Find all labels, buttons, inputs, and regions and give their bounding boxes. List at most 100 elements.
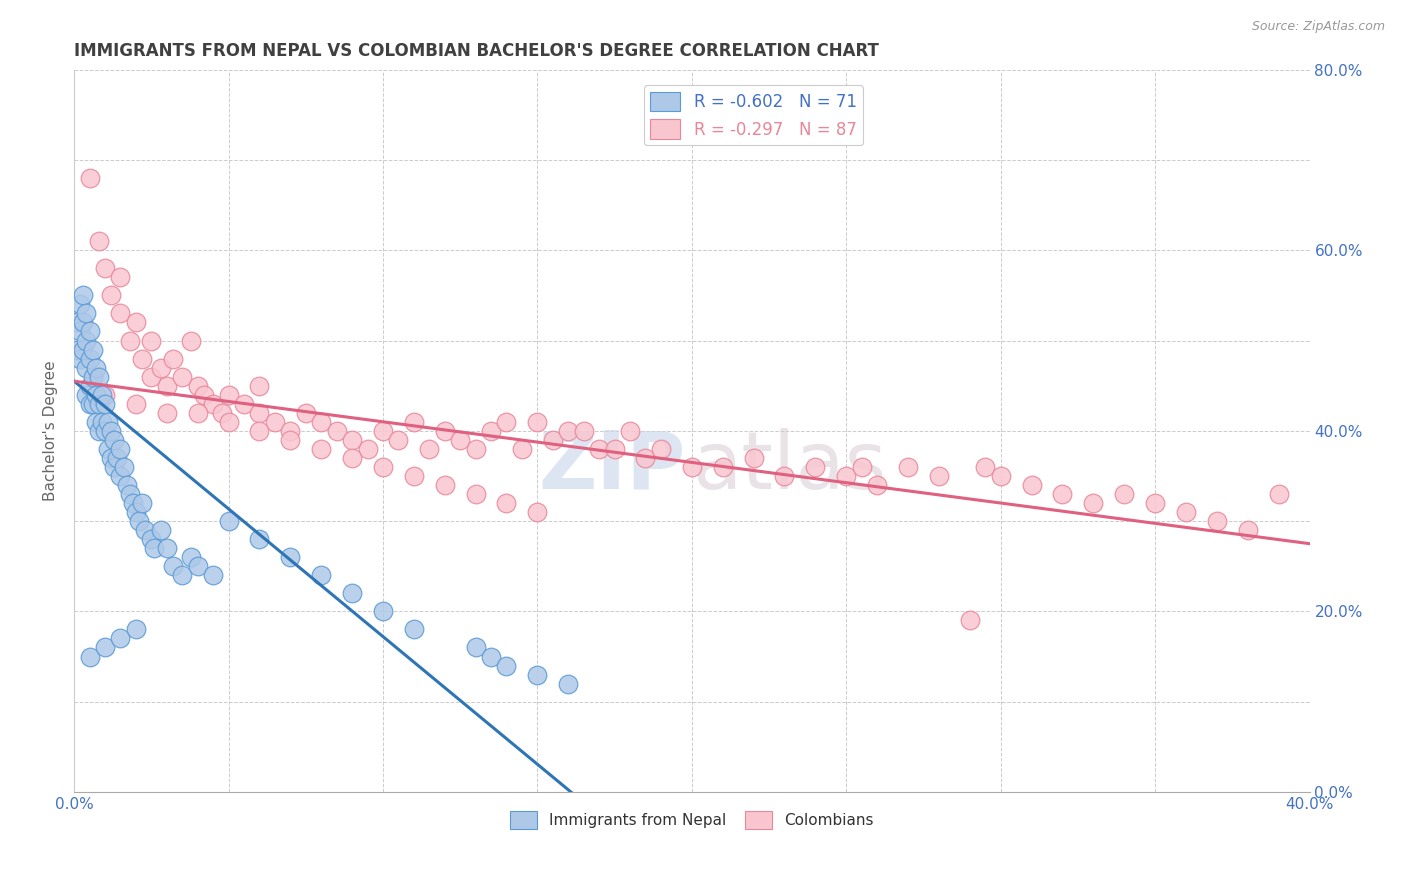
Point xyxy=(325,424,347,438)
Point xyxy=(541,433,564,447)
Point xyxy=(990,469,1012,483)
Point xyxy=(495,658,517,673)
Point xyxy=(603,442,626,456)
Point xyxy=(79,325,101,339)
Point xyxy=(247,378,270,392)
Point xyxy=(449,433,471,447)
Point xyxy=(711,459,734,474)
Text: ZIP: ZIP xyxy=(538,428,686,506)
Point xyxy=(72,343,94,357)
Point xyxy=(125,623,148,637)
Point xyxy=(100,450,122,465)
Point xyxy=(84,387,107,401)
Point xyxy=(180,334,202,348)
Text: atlas: atlas xyxy=(692,428,886,506)
Point xyxy=(278,433,301,447)
Point xyxy=(90,387,112,401)
Point xyxy=(464,442,486,456)
Point xyxy=(110,632,132,646)
Point xyxy=(1052,487,1074,501)
Point xyxy=(156,378,179,392)
Point xyxy=(75,334,97,348)
Y-axis label: Bachelor's Degree: Bachelor's Degree xyxy=(44,360,58,501)
Point xyxy=(218,415,240,429)
Point xyxy=(103,459,125,474)
Point xyxy=(247,406,270,420)
Point xyxy=(247,424,270,438)
Point xyxy=(340,586,363,600)
Point xyxy=(897,459,920,474)
Point xyxy=(804,459,827,474)
Point xyxy=(309,568,332,582)
Point xyxy=(75,360,97,375)
Point xyxy=(1267,487,1289,501)
Point xyxy=(75,387,97,401)
Point xyxy=(619,424,641,438)
Point xyxy=(128,514,150,528)
Point xyxy=(94,387,117,401)
Point xyxy=(1205,514,1227,528)
Point xyxy=(1175,505,1198,519)
Point xyxy=(79,397,101,411)
Point xyxy=(650,442,672,456)
Point xyxy=(340,450,363,465)
Point xyxy=(1144,496,1167,510)
Point xyxy=(79,649,101,664)
Point xyxy=(94,424,117,438)
Point xyxy=(1083,496,1105,510)
Point xyxy=(94,261,117,276)
Point xyxy=(187,406,209,420)
Point xyxy=(162,351,184,366)
Point xyxy=(479,649,502,664)
Point xyxy=(218,514,240,528)
Point xyxy=(773,469,796,483)
Point xyxy=(572,424,595,438)
Point xyxy=(97,415,120,429)
Point xyxy=(340,433,363,447)
Point xyxy=(233,397,256,411)
Point xyxy=(156,406,179,420)
Point xyxy=(218,387,240,401)
Point xyxy=(1114,487,1136,501)
Point xyxy=(193,387,215,401)
Point xyxy=(464,487,486,501)
Point xyxy=(172,568,194,582)
Point xyxy=(479,424,502,438)
Point xyxy=(69,325,91,339)
Point xyxy=(115,478,138,492)
Point xyxy=(141,334,163,348)
Point xyxy=(309,442,332,456)
Point xyxy=(278,550,301,565)
Point xyxy=(202,397,225,411)
Text: IMMIGRANTS FROM NEPAL VS COLOMBIAN BACHELOR'S DEGREE CORRELATION CHART: IMMIGRANTS FROM NEPAL VS COLOMBIAN BACHE… xyxy=(75,42,879,60)
Point xyxy=(866,478,889,492)
Point xyxy=(94,397,117,411)
Point xyxy=(118,334,141,348)
Point xyxy=(557,676,579,690)
Point xyxy=(959,614,981,628)
Point xyxy=(588,442,610,456)
Point xyxy=(72,315,94,329)
Text: Source: ZipAtlas.com: Source: ZipAtlas.com xyxy=(1251,20,1385,33)
Point xyxy=(94,640,117,655)
Point xyxy=(149,523,172,537)
Point xyxy=(371,424,394,438)
Point xyxy=(557,424,579,438)
Point xyxy=(100,424,122,438)
Point xyxy=(634,450,657,465)
Point xyxy=(87,397,110,411)
Point xyxy=(402,623,425,637)
Point xyxy=(371,459,394,474)
Point xyxy=(464,640,486,655)
Point xyxy=(143,541,166,556)
Point xyxy=(495,415,517,429)
Point xyxy=(75,306,97,320)
Legend: Immigrants from Nepal, Colombians: Immigrants from Nepal, Colombians xyxy=(503,805,880,835)
Point xyxy=(263,415,285,429)
Point xyxy=(402,469,425,483)
Point xyxy=(495,496,517,510)
Point xyxy=(356,442,378,456)
Point xyxy=(125,315,148,329)
Point xyxy=(131,351,153,366)
Point xyxy=(387,433,409,447)
